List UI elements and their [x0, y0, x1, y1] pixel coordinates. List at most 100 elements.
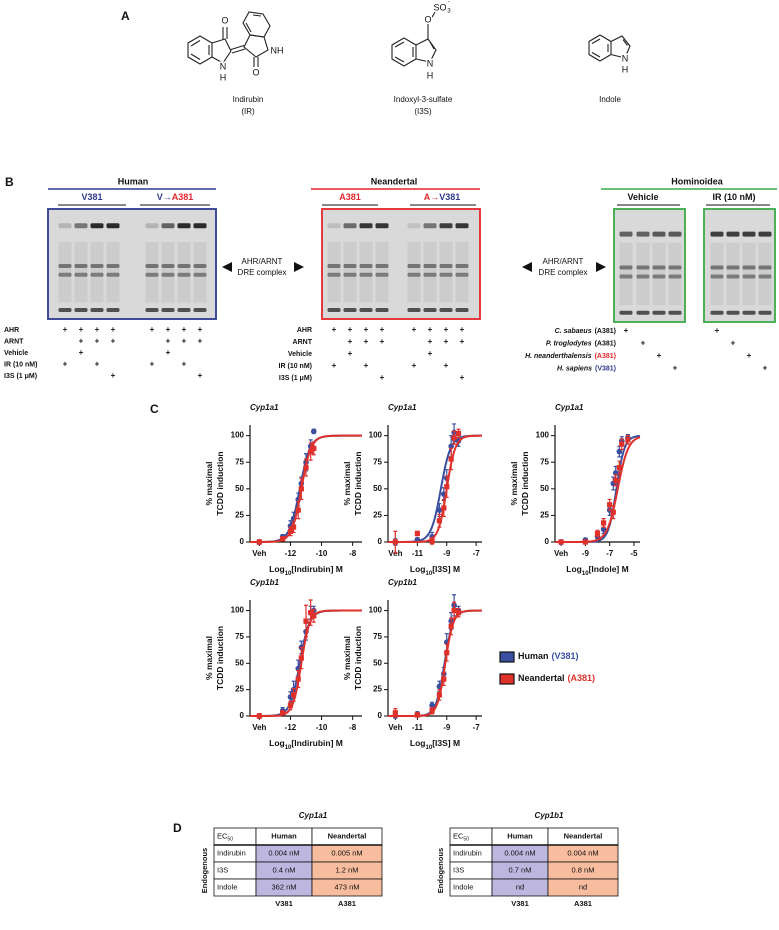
treatment-mark: + [428, 349, 433, 358]
y-axis-label: % maximalTCDD induction [204, 451, 225, 515]
table-value: 0.8 nM [572, 865, 595, 874]
gel-band [90, 223, 104, 229]
data-point [616, 464, 622, 471]
treatment-mark: + [332, 325, 337, 334]
gel-smear [145, 242, 159, 303]
gel-smear [652, 242, 666, 306]
table-value: 0.4 nM [273, 865, 296, 874]
data-point [616, 448, 623, 455]
table-column-header: Neandertal [328, 831, 367, 840]
i3s-structure [391, 11, 437, 67]
gel-band [193, 264, 207, 268]
compound-abbr: (IR) [241, 107, 255, 116]
gel-band [758, 310, 772, 315]
row-label: I3S (1 μM) [4, 373, 37, 380]
treatment-mark: + [624, 326, 629, 335]
table-value: nd [516, 882, 524, 891]
atom-label: N [427, 58, 434, 68]
gel-smear [668, 242, 682, 306]
gel-band [359, 223, 373, 229]
gel-band [74, 264, 88, 268]
y-axis-label-line: TCDD induction [215, 451, 225, 515]
data-point [392, 710, 398, 716]
arrow [294, 262, 304, 272]
y-axis-label-line: % maximal [204, 636, 214, 680]
group-title: Neandertal [371, 176, 418, 186]
row-label: IR (10 nM) [4, 361, 37, 368]
treatment-mark: + [348, 337, 353, 346]
bond [591, 38, 601, 44]
gel-smear [58, 242, 72, 303]
x-axis-label: Log10[Indirubin] M [269, 564, 343, 576]
y-tick-label: 25 [373, 685, 382, 694]
fit-curve [388, 609, 483, 717]
data-point [441, 676, 447, 682]
data-point [436, 692, 443, 698]
gel-band [375, 223, 389, 229]
gel-band [742, 265, 756, 270]
subgroup-label: A381 [339, 192, 361, 202]
gel-smear [359, 242, 373, 303]
y-axis-label: % maximalTCDD induction [204, 626, 225, 690]
row-label-tag: (A381) [595, 340, 616, 347]
row-label: I3S (1 μM) [279, 375, 312, 382]
table-row-label: Indirubin [453, 848, 482, 857]
treatment-mark: + [715, 326, 720, 335]
gel-band [726, 310, 740, 315]
gel-smear [758, 242, 772, 306]
treatment-mark: + [198, 371, 203, 380]
group-title: Human [118, 176, 149, 186]
gel-band [439, 308, 453, 312]
treatment-mark: + [111, 371, 116, 380]
table-value: 1.2 nM [336, 865, 359, 874]
y-tick-label: 100 [231, 606, 245, 615]
gel-band [710, 310, 724, 315]
row-label: AHR [297, 327, 312, 334]
gel-smear [742, 242, 756, 306]
gel-smear [161, 242, 175, 303]
data-point [619, 441, 625, 447]
x-tick-label: Veh [252, 549, 266, 558]
atom-label: N [622, 53, 629, 63]
row-label-name: C. sabaeus [555, 328, 592, 335]
treatment-mark: + [166, 325, 171, 334]
y-tick-label: 100 [231, 431, 245, 440]
data-point [600, 526, 607, 533]
gel-band [726, 265, 740, 270]
subgroup-label: Vehicle [627, 192, 658, 202]
fit-curve [555, 436, 641, 543]
row-label-tag: (A381) [595, 353, 616, 360]
gel-band [58, 223, 72, 229]
compound-abbr: (I3S) [414, 107, 432, 116]
table-value: 0.004 nM [504, 848, 535, 857]
treatment-mark: + [79, 337, 84, 346]
gel-band [742, 231, 756, 237]
table-column-header: Human [271, 831, 297, 840]
gel-band [636, 274, 650, 279]
gel-band [668, 274, 682, 279]
treatment-mark: + [63, 325, 68, 334]
bond [252, 14, 262, 17]
legend-name: Neandertal [518, 673, 565, 683]
atom-label: O [424, 14, 431, 24]
x-tick-label: -9 [582, 549, 590, 558]
y-tick-label: 0 [240, 537, 245, 546]
atom-label: H [220, 72, 227, 82]
y-axis-label-line: TCDD induction [520, 451, 530, 515]
y-tick-label: 25 [540, 511, 549, 520]
data-point [287, 528, 294, 534]
atom-label: SO [433, 2, 446, 12]
row-label-name: I3S (1 μM) [279, 375, 312, 382]
y-tick-label: 0 [240, 711, 245, 720]
x-axis-label-sub: 10 [582, 571, 589, 577]
ring [211, 38, 232, 64]
treatment-mark: + [166, 348, 171, 357]
gel-band [726, 231, 740, 237]
bond [245, 22, 252, 33]
data-point [455, 610, 462, 616]
data-point [290, 692, 297, 698]
atom-label: N [220, 61, 227, 71]
y-tick-label: 100 [536, 431, 550, 440]
